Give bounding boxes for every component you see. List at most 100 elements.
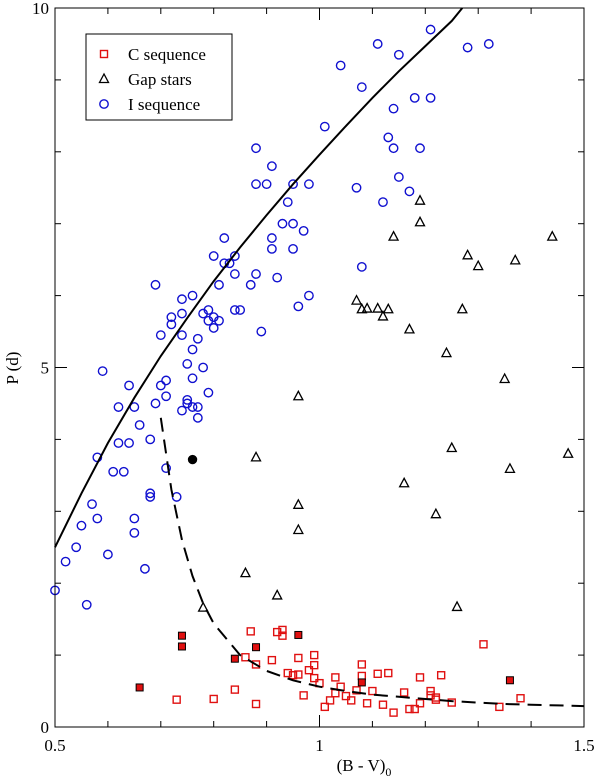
c-sequence-point bbox=[172, 695, 181, 704]
gap-stars-point bbox=[271, 589, 283, 600]
i-sequence-point bbox=[304, 179, 314, 190]
i-sequence-point bbox=[161, 463, 171, 474]
c-sequence-point bbox=[405, 704, 414, 714]
i-sequence-point bbox=[356, 82, 367, 92]
c-sequence-point bbox=[310, 660, 319, 670]
i-sequence-point bbox=[383, 132, 394, 143]
gap-stars-point bbox=[292, 523, 304, 535]
c-sequence-point bbox=[299, 691, 308, 700]
x-axis-title: (B - V)0 bbox=[337, 756, 392, 779]
i-sequence-point bbox=[288, 218, 298, 229]
gap-stars-point bbox=[403, 323, 416, 334]
i-sequence-point bbox=[177, 405, 187, 416]
i-sequence-point bbox=[282, 197, 293, 208]
i-sequence-point bbox=[203, 387, 214, 398]
gap-stars-point bbox=[546, 230, 558, 241]
i-sequence-point bbox=[224, 258, 235, 269]
c-sequence-point bbox=[251, 660, 261, 669]
i-sequence-point bbox=[145, 434, 156, 445]
i-sequence-point bbox=[214, 315, 224, 326]
gap-stars-point bbox=[504, 462, 516, 474]
i-sequence-point bbox=[124, 380, 134, 391]
c-sequence-point bbox=[320, 702, 329, 712]
i-sequence-point bbox=[87, 499, 97, 510]
i-sequence-point bbox=[129, 402, 140, 412]
i-sequence-point bbox=[118, 466, 129, 477]
i-sequence-point bbox=[182, 359, 193, 369]
c-sequence-point bbox=[325, 696, 335, 705]
legend-marker-i-sequence bbox=[99, 99, 109, 109]
c-sequence-filled-point bbox=[505, 676, 514, 685]
y-tick-label: 5 bbox=[41, 359, 50, 378]
c-sequence-filled-point bbox=[230, 654, 239, 663]
c-sequence-point bbox=[310, 673, 319, 683]
i-sequence-point bbox=[288, 243, 298, 254]
gap-stars-point bbox=[292, 498, 304, 509]
gap-stars-point bbox=[562, 447, 574, 458]
c-sequence-filled-point bbox=[357, 678, 366, 687]
c-sequence-filled-point bbox=[177, 631, 186, 640]
i-sequence-point bbox=[304, 290, 314, 301]
i-sequence-point bbox=[409, 92, 420, 103]
c-sequence-point bbox=[415, 699, 425, 708]
i-sequence-point bbox=[229, 305, 240, 315]
i-sequence-point bbox=[97, 366, 108, 376]
i-sequence-point bbox=[251, 269, 261, 279]
i-sequence-point bbox=[415, 143, 425, 154]
dashed-fit-curve bbox=[159, 417, 585, 708]
c-sequence-point bbox=[294, 670, 303, 679]
y-tick-label: 10 bbox=[32, 0, 49, 18]
legend: C sequence Gap stars I sequence bbox=[85, 33, 233, 121]
i-sequence-point bbox=[76, 520, 87, 531]
i-sequence-point bbox=[229, 269, 240, 279]
c-sequence-point bbox=[479, 640, 488, 649]
i-sequence-point bbox=[298, 225, 309, 236]
gap-stars-point bbox=[292, 389, 304, 401]
c-sequence-point bbox=[436, 671, 446, 680]
legend-label-i-sequence: I sequence bbox=[128, 95, 200, 114]
i-sequence-point bbox=[171, 492, 182, 502]
i-sequence-point bbox=[187, 402, 198, 412]
c-sequence-point bbox=[209, 694, 218, 704]
c-sequence-point bbox=[230, 685, 240, 694]
i-sequence-point bbox=[187, 290, 198, 301]
i-sequence-point bbox=[272, 272, 283, 283]
c-sequence-point bbox=[341, 691, 351, 701]
c-sequence-point bbox=[389, 708, 398, 717]
i-sequence-point bbox=[208, 323, 219, 333]
gap-stars-series bbox=[197, 194, 574, 612]
i-sequence-point bbox=[155, 380, 166, 391]
i-sequence-point bbox=[229, 251, 240, 261]
i-sequence-point bbox=[388, 103, 399, 114]
i-sequence-point bbox=[483, 39, 494, 49]
i-sequence-point bbox=[356, 261, 367, 272]
plot-layer bbox=[50, 7, 585, 717]
c-sequence-point bbox=[357, 660, 367, 669]
c-sequence-series bbox=[172, 625, 525, 717]
x-tick-label: 0.5 bbox=[44, 736, 65, 755]
x-tick-label: 1.5 bbox=[573, 736, 594, 755]
i-sequence-point bbox=[187, 373, 198, 384]
i-sequence-point bbox=[71, 542, 82, 553]
i-sequence-point bbox=[393, 49, 404, 60]
i-sequence-point bbox=[214, 279, 224, 290]
i-sequence-point bbox=[150, 398, 161, 409]
gap-stars-point bbox=[387, 230, 400, 241]
gap-stars-point bbox=[472, 259, 484, 271]
i-sequence-point bbox=[266, 243, 277, 254]
c-sequence-point bbox=[431, 695, 441, 704]
gap-stars-point bbox=[350, 294, 363, 305]
c-sequence-point bbox=[304, 665, 314, 675]
gap-stars-point bbox=[430, 507, 442, 519]
c-sequence-filled-point bbox=[252, 643, 261, 652]
i-sequence-point bbox=[251, 179, 261, 190]
gap-stars-point bbox=[440, 346, 453, 358]
i-sequence-point bbox=[335, 60, 346, 71]
gap-stars-point bbox=[509, 253, 521, 265]
c-sequence-point bbox=[278, 625, 287, 635]
i-sequence-point bbox=[129, 527, 140, 538]
solid-fit-curve bbox=[54, 7, 464, 548]
i-sequence-point bbox=[203, 305, 214, 315]
c-sequence-point bbox=[241, 653, 250, 662]
